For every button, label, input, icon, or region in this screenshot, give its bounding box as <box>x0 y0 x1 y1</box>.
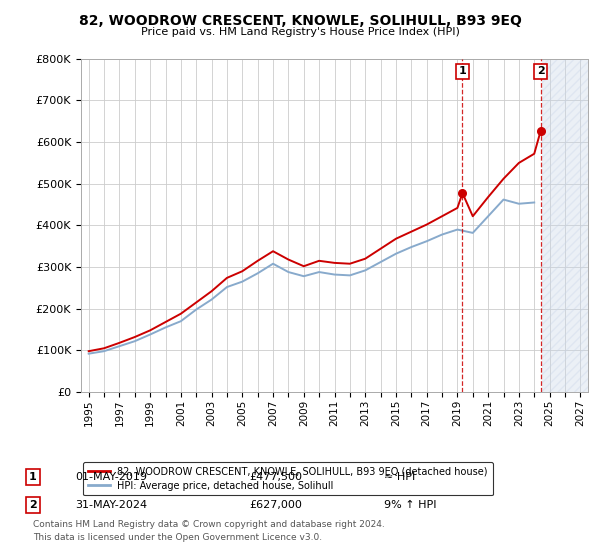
Text: 1: 1 <box>29 472 37 482</box>
Text: This data is licensed under the Open Government Licence v3.0.: This data is licensed under the Open Gov… <box>33 533 322 542</box>
Text: 2: 2 <box>29 500 37 510</box>
Text: 01-MAY-2019: 01-MAY-2019 <box>75 472 147 482</box>
Text: 82, WOODROW CRESCENT, KNOWLE, SOLIHULL, B93 9EQ: 82, WOODROW CRESCENT, KNOWLE, SOLIHULL, … <box>79 14 521 28</box>
Text: £627,000: £627,000 <box>249 500 302 510</box>
Text: 31-MAY-2024: 31-MAY-2024 <box>75 500 147 510</box>
Text: 2: 2 <box>537 66 545 76</box>
Text: Contains HM Land Registry data © Crown copyright and database right 2024.: Contains HM Land Registry data © Crown c… <box>33 520 385 529</box>
Legend: 82, WOODROW CRESCENT, KNOWLE, SOLIHULL, B93 9EQ (detached house), HPI: Average p: 82, WOODROW CRESCENT, KNOWLE, SOLIHULL, … <box>83 462 493 496</box>
Text: Price paid vs. HM Land Registry's House Price Index (HPI): Price paid vs. HM Land Registry's House … <box>140 27 460 37</box>
Text: 1: 1 <box>458 66 466 76</box>
Text: 9% ↑ HPI: 9% ↑ HPI <box>384 500 437 510</box>
Bar <box>542 59 588 392</box>
Text: ≈ HPI: ≈ HPI <box>384 472 415 482</box>
Text: £477,500: £477,500 <box>249 472 302 482</box>
